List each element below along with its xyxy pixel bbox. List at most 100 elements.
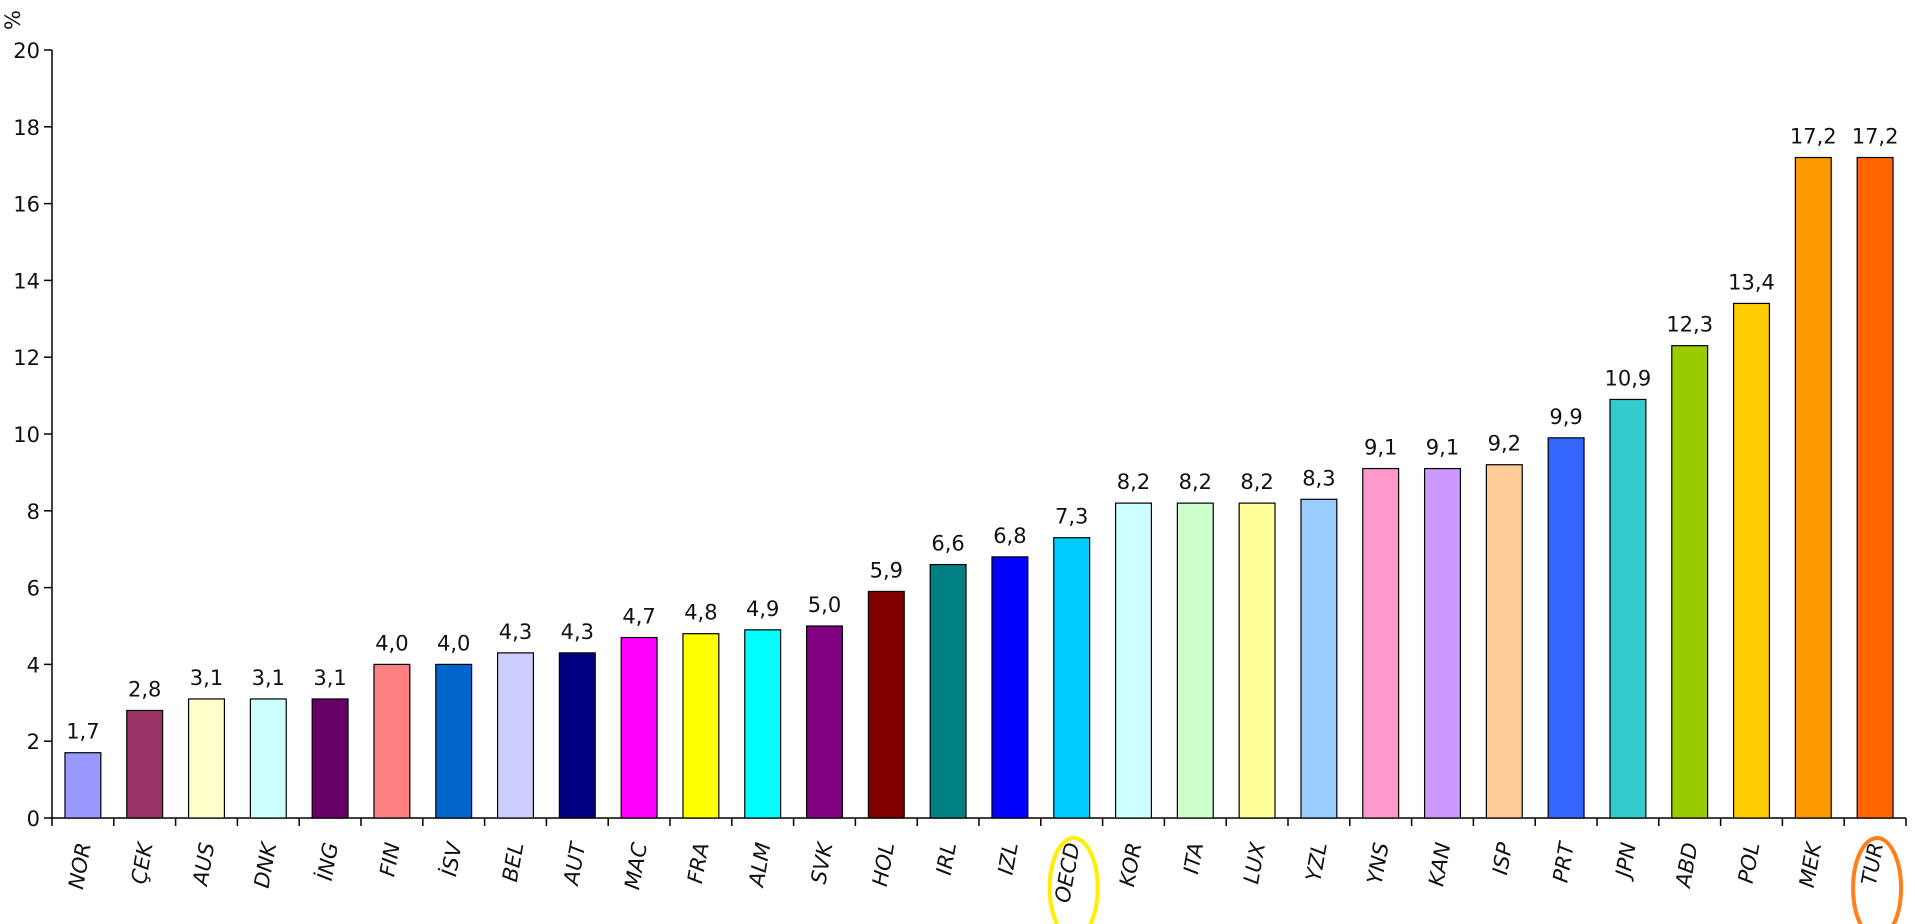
value-label: 4,8 [684,601,717,625]
x-tick-label: PRT [1548,839,1579,885]
bar [1609,398,1647,819]
bar [1238,502,1276,819]
value-label: 9,2 [1488,432,1521,456]
value-label: 4,3 [499,620,532,644]
x-tick-label: OECD [1050,841,1084,905]
x-tick-label: İSV [436,839,467,878]
bar [1300,498,1338,819]
y-tick-label: 2 [27,730,40,754]
value-label: 5,0 [808,593,841,617]
x-tick-label: KOR [1115,841,1146,889]
value-label: 6,8 [993,524,1026,548]
x-tick-label: AUS [188,841,219,890]
value-label: 3,1 [313,666,346,690]
value-label: 4,7 [622,605,655,629]
x-tick-label: IRL [932,841,961,877]
bar [1671,345,1709,819]
bar [311,698,349,819]
y-tick-label: 10 [13,423,40,447]
bar [991,556,1029,819]
bar [1732,302,1771,819]
x-tick-label: MEK [1795,839,1827,890]
value-label: 10,9 [1605,366,1652,390]
value-label: 12,3 [1666,313,1713,337]
bar [620,636,658,819]
bar [187,698,226,819]
x-tick-label: ITA [1179,841,1208,876]
value-label: 6,6 [931,532,964,556]
x-tick-label: ABD [1671,841,1703,891]
x-tick-label: KAN [1424,840,1455,888]
y-tick-label: 6 [27,577,40,601]
value-label: 9,1 [1426,436,1459,460]
bar [682,633,720,819]
highlight-circle [1851,836,1904,924]
x-tick-label: DNK [250,839,282,890]
value-label: 9,9 [1549,405,1582,429]
value-label: 5,9 [870,558,903,582]
bar [1423,467,1462,819]
bar [496,652,535,819]
x-tick-label: JPN [1610,840,1640,882]
x-tick-label: SVK [807,839,838,886]
bar [1114,502,1153,819]
value-label: 3,1 [190,666,223,690]
value-label: 8,3 [1302,466,1335,490]
value-label: 4,3 [561,620,594,644]
x-tick-label: FIN [375,840,405,878]
value-label: 1,7 [66,720,99,744]
x-tick-label: YNS [1363,841,1394,886]
value-label: 17,2 [1852,125,1899,149]
bar [558,652,596,819]
value-label: 9,1 [1364,436,1397,460]
y-tick-label: 16 [13,193,40,217]
bar [1053,537,1091,819]
x-tick-label: ISP [1488,840,1517,876]
x-tick-label: YZL [1301,841,1331,883]
x-tick-label: ALM [744,841,776,891]
y-tick-label: 18 [13,116,40,140]
bar [435,663,473,819]
value-label: 4,0 [437,631,470,655]
value-label: 13,4 [1728,270,1775,294]
bar [1176,502,1214,819]
value-label: 7,3 [1055,505,1088,529]
value-label: 4,9 [746,597,779,621]
value-label: 4,0 [375,631,408,655]
x-tick-label: ÇEK [127,839,158,886]
x-tick-label: LUX [1239,840,1270,886]
value-label: 17,2 [1790,125,1837,149]
value-label: 8,2 [1179,470,1212,494]
y-tick-label: 14 [13,269,40,293]
x-tick-label: İNG [312,841,343,883]
bar [1547,437,1585,819]
y-tick-label: 4 [27,653,40,677]
value-label: 2,8 [128,677,161,701]
y-axis-label: % [1,10,25,30]
bar [867,590,905,819]
y-tick-label: 12 [13,346,40,370]
value-label: 3,1 [252,666,285,690]
x-tick-label: HOL [868,841,899,889]
bar [1794,156,1832,819]
x-tick-label: IZL [994,841,1023,877]
x-tick-label: MAC [620,840,652,891]
bar [744,629,782,819]
bar [373,663,411,819]
y-tick-label: 0 [27,807,40,831]
bar [126,709,164,819]
bar [1362,467,1400,819]
x-tick-label: FRA [683,841,714,886]
y-tick-label: 8 [27,500,40,524]
x-tick-label: POL [1734,841,1765,885]
bar [64,752,102,819]
highlight-circle [1047,836,1100,924]
x-tick-label: AUT [559,839,591,889]
x-tick-label: BEL [498,841,528,884]
y-tick-label: 20 [13,39,40,63]
bar [1485,464,1523,819]
x-tick-label: NOR [64,841,96,891]
bar [805,625,844,819]
value-label: 8,2 [1117,470,1150,494]
